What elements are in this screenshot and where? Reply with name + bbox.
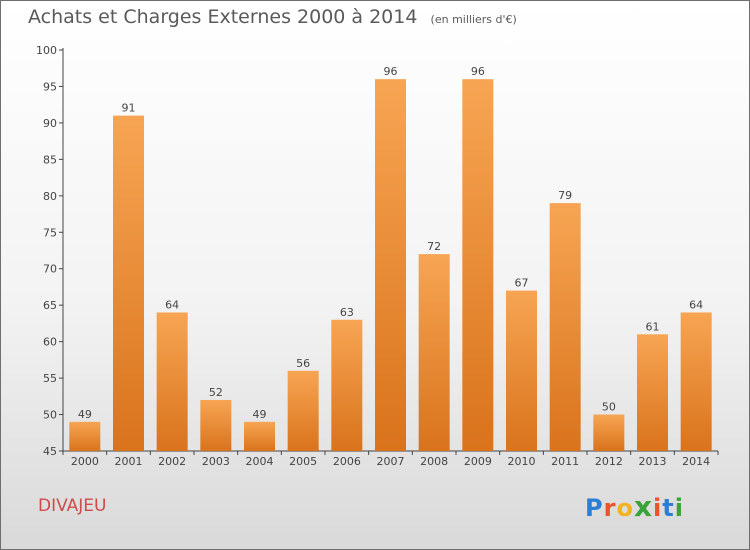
y-tick-label: 90 xyxy=(43,117,57,130)
x-tick-label: 2002 xyxy=(158,455,186,468)
place-name: DIVAJEU xyxy=(38,496,107,516)
bar-2003 xyxy=(200,399,232,451)
value-label-2009: 96 xyxy=(471,65,485,78)
x-tick-label: 2000 xyxy=(71,455,99,468)
logo-letter: i xyxy=(653,494,663,522)
value-label-2005: 56 xyxy=(296,357,310,370)
bar-2007 xyxy=(375,79,406,451)
value-label-2003: 52 xyxy=(209,386,223,399)
bar-2000 xyxy=(69,421,101,451)
bar-2004 xyxy=(244,421,275,451)
bar-2002 xyxy=(156,312,188,451)
bar-2008 xyxy=(418,254,450,451)
bar-2006 xyxy=(331,319,363,451)
bar-2013 xyxy=(637,334,668,451)
value-label-2014: 64 xyxy=(689,298,703,311)
value-label-2007: 96 xyxy=(384,65,398,78)
value-label-2001: 91 xyxy=(122,102,136,115)
bar-2014 xyxy=(680,312,712,451)
labels: 49 91 64 52 49 56 63 96 72 96 67 79 50 61 64 xyxy=(78,65,703,421)
chart-unit: (en milliers d'€) xyxy=(430,13,517,26)
bar-2012 xyxy=(593,414,625,451)
x-tick-label: 2003 xyxy=(202,455,230,468)
y-tick-label: 85 xyxy=(43,153,57,166)
x-tick-label: 2013 xyxy=(639,455,667,468)
x-tick-label: 2001 xyxy=(115,455,143,468)
x-tick-label: 2010 xyxy=(508,455,536,468)
bar-2010 xyxy=(506,290,537,451)
bar-2005 xyxy=(287,370,319,451)
x-tick-label: 2007 xyxy=(377,455,405,468)
axes: 45 50 55 60 65 70 75 80 85 90 95 100 2000 2001 2002 200… xyxy=(36,44,719,468)
logo-letter: r xyxy=(603,494,617,522)
y-tick-label: 65 xyxy=(43,299,57,312)
x-tick-label: 2008 xyxy=(420,455,448,468)
y-tick-label: 80 xyxy=(43,190,57,203)
bar-2001 xyxy=(113,115,144,452)
chart-title: Achats et Charges Externes 2000 à 2014 xyxy=(28,6,418,28)
logo-letter: x xyxy=(633,490,653,523)
logo-letter: P xyxy=(585,494,604,522)
bar-2009 xyxy=(462,79,494,451)
proxiti-logo: Proxiti xyxy=(585,490,684,523)
logo-letter: t xyxy=(662,494,675,522)
y-tick-label: 70 xyxy=(43,263,57,276)
x-tick-label: 2014 xyxy=(682,455,710,468)
value-label-2002: 64 xyxy=(165,298,179,311)
x-tick-label: 2012 xyxy=(595,455,623,468)
value-label-2008: 72 xyxy=(427,240,441,253)
logo-letter: i xyxy=(674,494,684,522)
value-label-2013: 61 xyxy=(646,320,660,333)
x-tick-label: 2006 xyxy=(333,455,361,468)
value-label-2006: 63 xyxy=(340,306,354,319)
x-tick-label: 2004 xyxy=(246,455,274,468)
bar-2011 xyxy=(549,203,581,451)
value-label-2010: 67 xyxy=(515,277,529,290)
y-tick-label: 75 xyxy=(43,226,57,239)
y-tick-label: 95 xyxy=(43,80,57,93)
x-tick-label: 2011 xyxy=(551,455,579,468)
y-tick-label: 60 xyxy=(43,336,57,349)
chart-header: Achats et Charges Externes 2000 à 2014 (… xyxy=(28,6,517,28)
value-label-2004: 49 xyxy=(253,408,267,421)
value-label-2000: 49 xyxy=(78,408,92,421)
value-label-2011: 79 xyxy=(558,189,572,202)
logo-letter: o xyxy=(616,494,634,522)
y-tick-label: 50 xyxy=(43,409,57,422)
y-tick-label: 45 xyxy=(43,445,57,458)
x-tick-label: 2009 xyxy=(464,455,492,468)
bars xyxy=(69,79,712,452)
y-tick-label: 55 xyxy=(43,372,57,385)
x-tick-label: 2005 xyxy=(289,455,317,468)
y-tick-label: 100 xyxy=(36,44,57,57)
value-label-2012: 50 xyxy=(602,401,616,414)
